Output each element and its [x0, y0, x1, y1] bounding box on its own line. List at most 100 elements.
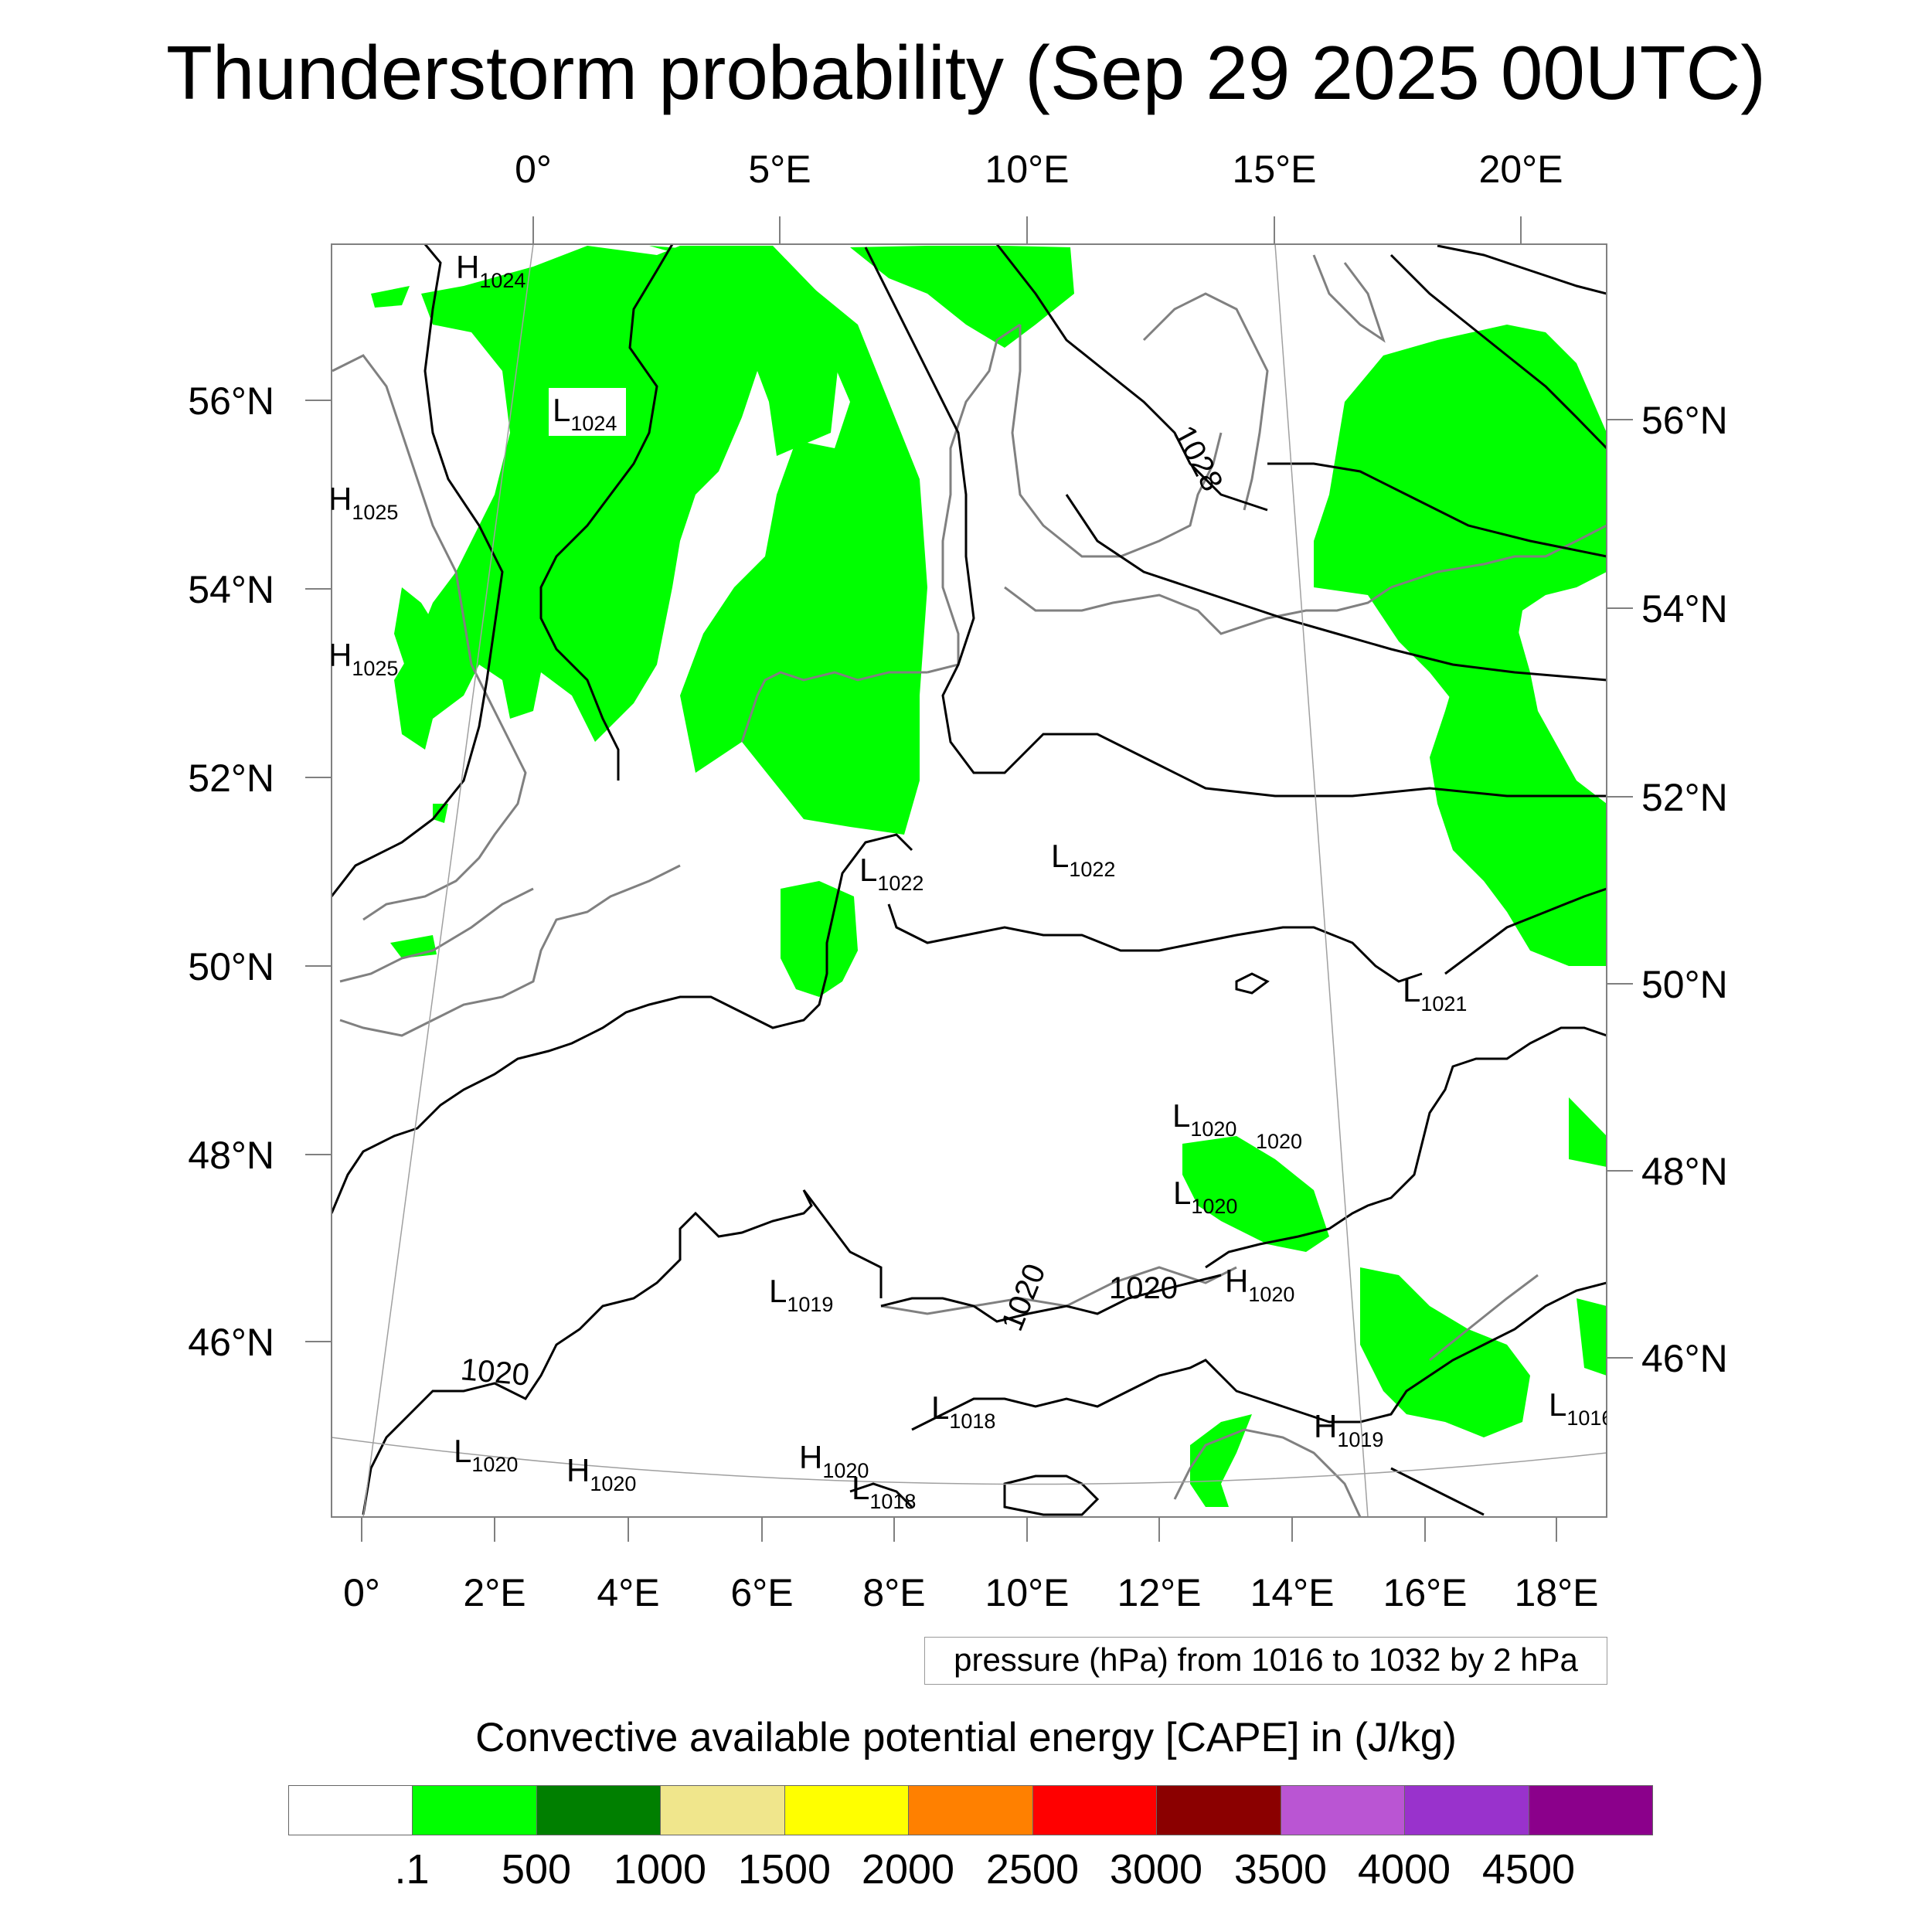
- isobar-1: [332, 244, 504, 897]
- cape-area-small2: [433, 804, 448, 823]
- pressure-center: L1020: [454, 1433, 518, 1476]
- coast-germany: [927, 323, 1021, 674]
- pressure-center: L1016: [1549, 1386, 1613, 1430]
- left-lat-labels: 56°N 54°N 52°N 50°N 48°N 46°N: [188, 379, 274, 1364]
- isobar-20: [849, 1482, 913, 1509]
- bottom-lon-label: 2°E: [463, 1571, 526, 1614]
- isobar-5: [1065, 494, 1607, 682]
- left-lat-label: 48°N: [188, 1134, 274, 1177]
- colorbar-swatch: [1032, 1786, 1158, 1835]
- isobars: [332, 244, 1607, 1516]
- cape-area-slovakia: [1360, 1267, 1530, 1437]
- cape-area-hungary-east: [1577, 1298, 1607, 1376]
- right-lat-label: 46°N: [1641, 1337, 1728, 1380]
- contour-labels: 1028 1020 1020 1020 1020: [459, 420, 1302, 1393]
- colorbar-swatch: [1281, 1786, 1406, 1835]
- pressure-center: L1018: [852, 1470, 916, 1513]
- coast-netherlands: [740, 671, 927, 743]
- bottom-lon-label: 4°E: [597, 1571, 659, 1614]
- left-lat-label: 52°N: [188, 757, 274, 800]
- coast-sweden: [1142, 292, 1269, 511]
- isobar-8: [1437, 244, 1607, 295]
- contour-label: 1020: [459, 1352, 530, 1393]
- colorbar-tick: 1500: [737, 1846, 832, 1893]
- coast-jutland: [1011, 325, 1223, 558]
- colorbar-tick: .1: [394, 1846, 430, 1893]
- bottom-lon-label: 8°E: [862, 1571, 925, 1614]
- coast-norway: [1312, 254, 1386, 343]
- cape-area-german-bight: [649, 246, 927, 835]
- colorbar-swatch: [1157, 1786, 1281, 1835]
- isobar-18: [1429, 1281, 1607, 1377]
- bottom-lon-label: 16°E: [1383, 1571, 1468, 1614]
- isobar-6: [1267, 462, 1607, 558]
- left-lat-label: 50°N: [188, 945, 274, 988]
- coast-britain-south: [339, 887, 534, 983]
- cape-area-belgium: [781, 881, 858, 997]
- colorbar-swatch: [1529, 1786, 1652, 1835]
- colorbar-swatch: [1405, 1786, 1529, 1835]
- pressure-center: H1020: [566, 1452, 636, 1495]
- coast-adriatic: [1173, 1428, 1362, 1517]
- pressure-center: L1020: [1173, 1175, 1237, 1218]
- isobar-19: [1390, 1467, 1485, 1516]
- isobar-16: [911, 1359, 1430, 1431]
- right-lat-label: 50°N: [1641, 963, 1728, 1006]
- pressure-centers: H1024 L1024 H1025 H1025 L1022 L1022 L102…: [332, 249, 1613, 1513]
- border-danube: [1429, 1274, 1539, 1362]
- colorbar-tick: 4000: [1357, 1846, 1451, 1893]
- colorbar-swatch: [536, 1786, 662, 1835]
- isobar-14: [880, 1274, 1222, 1323]
- right-lat-labels: 56°N 54°N 52°N 50°N 48°N 46°N: [1641, 399, 1728, 1380]
- colorbar-swatch: [784, 1786, 910, 1835]
- pressure-center: L1021: [1403, 972, 1467, 1015]
- colorbar-tick: 4500: [1481, 1846, 1576, 1893]
- pressure-center: H1020: [799, 1439, 869, 1482]
- isobar-13: [362, 1189, 883, 1515]
- legend-title: Convective available potential energy [C…: [475, 1715, 1457, 1760]
- isobar-12: [1235, 972, 1270, 995]
- pressure-center: L1022: [1051, 838, 1115, 881]
- right-lat-label: 48°N: [1641, 1150, 1728, 1193]
- axis-ticks: [305, 216, 1633, 1542]
- contour-label: 1020: [1256, 1130, 1302, 1153]
- left-lat-label: 54°N: [188, 568, 274, 611]
- label-box: [549, 388, 626, 436]
- isobar-10: [887, 903, 1423, 983]
- pressure-center: L1018: [931, 1389, 995, 1433]
- pressure-note: pressure (hPa) from 1016 to 1032 by 2 hP…: [924, 1637, 1607, 1685]
- coast-baltic-east: [1390, 524, 1607, 589]
- top-lon-labels: 0° 5°E 10°E 15°E 20°E: [515, 148, 1563, 191]
- pressure-center: L1024: [553, 392, 617, 435]
- colorbar-swatch: [909, 1786, 1033, 1835]
- isobar-9: [332, 833, 913, 1214]
- cape-area-denmark-north: [850, 246, 1074, 348]
- coast-britain-east: [332, 354, 527, 921]
- isobar-11: [1444, 887, 1607, 975]
- colorbar-tick: 500: [501, 1846, 572, 1893]
- top-lon-label: 0°: [515, 148, 552, 191]
- bottom-lon-label: 0°: [343, 1571, 380, 1614]
- contour-label: 1028: [1167, 420, 1230, 497]
- pressure-center: L1020: [1172, 1097, 1236, 1141]
- coastlines: [332, 254, 1607, 1517]
- pressure-center: L1019: [769, 1273, 833, 1316]
- contour-label: 1020: [995, 1259, 1053, 1335]
- colorbar-tick: 3000: [1109, 1846, 1203, 1893]
- cape-area-poland: [1430, 618, 1607, 966]
- colorbar-tick: 2000: [861, 1846, 955, 1893]
- bottom-lon-label: 18°E: [1515, 1571, 1599, 1614]
- bottom-lon-labels: 0° 2°E 4°E 6°E 8°E 10°E 12°E 14°E 16°E 1…: [343, 1571, 1598, 1614]
- pressure-center: L1022: [859, 852, 923, 895]
- cape-area-croatia: [1190, 1414, 1252, 1507]
- cape-area-wales: [394, 587, 448, 742]
- colorbar-swatch: [413, 1786, 537, 1835]
- bottom-lon-label: 10°E: [985, 1571, 1070, 1614]
- colorbar-swatch: [661, 1786, 785, 1835]
- right-lat-label: 56°N: [1641, 399, 1728, 442]
- colorbar-tick: 1000: [613, 1846, 707, 1893]
- right-lat-label: 54°N: [1641, 587, 1728, 631]
- pressure-center: H1019: [1314, 1408, 1383, 1451]
- isobar-17: [1003, 1475, 1100, 1516]
